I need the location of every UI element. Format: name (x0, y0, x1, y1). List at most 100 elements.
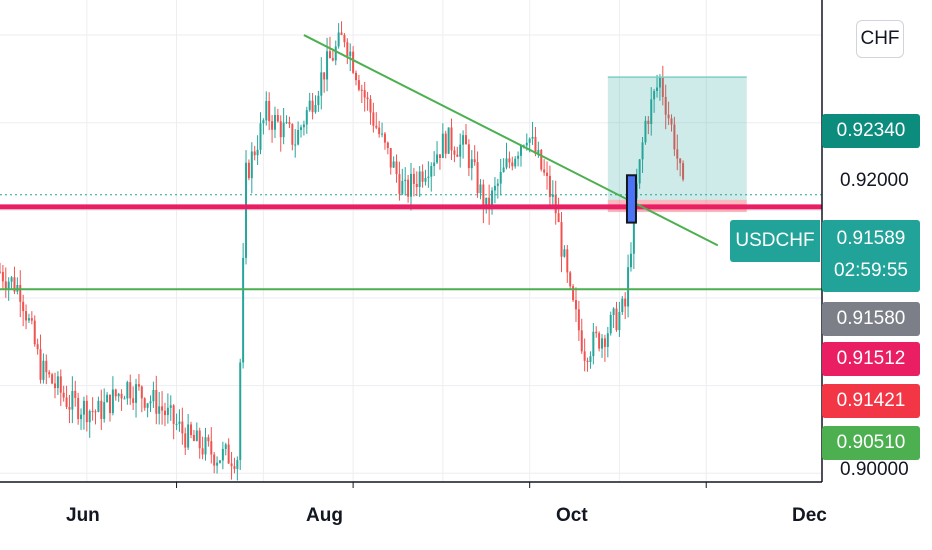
candle-body (198, 430, 201, 449)
x-tick-label: Jun (66, 505, 100, 526)
price-label-grey: 0.91580 (822, 302, 920, 336)
candle-body (537, 150, 540, 154)
candle-body (511, 162, 514, 167)
x-tick-label: Oct (556, 505, 588, 526)
candle-body (441, 133, 444, 159)
candle-body (68, 407, 71, 410)
candle-body (404, 179, 407, 181)
candle-body (609, 315, 612, 334)
candle-body (456, 154, 459, 157)
candle-body (94, 411, 97, 413)
candle-body (601, 338, 604, 349)
candle-body (493, 185, 496, 191)
candle-body (294, 144, 297, 146)
trend-line (303, 34, 719, 247)
candle-body (682, 163, 685, 180)
candle-body (253, 151, 256, 156)
candle-body (276, 114, 279, 122)
candle-body (543, 169, 546, 173)
candle-body (271, 121, 274, 130)
candle-body (56, 376, 59, 389)
candle-body (161, 406, 164, 411)
candle-body (30, 318, 33, 321)
candle-body (140, 386, 143, 399)
candle-body (1, 271, 4, 282)
candle-body (192, 434, 195, 441)
currency-badge[interactable]: CHF (856, 20, 904, 58)
candle-body (256, 149, 259, 156)
candle-body (670, 118, 673, 125)
candle-body (566, 249, 569, 273)
candle-body (201, 448, 204, 455)
candle-body (100, 400, 103, 419)
candle-body (314, 105, 317, 113)
candle-body (366, 97, 369, 100)
candle-body (424, 177, 427, 182)
chart-grid (0, 0, 822, 482)
candle-body (4, 281, 7, 289)
candle-body (19, 285, 22, 302)
candle-body (438, 154, 441, 159)
candle-body (583, 351, 586, 361)
candle-body (227, 444, 230, 464)
candle-body (407, 179, 410, 197)
candle-body (383, 133, 386, 143)
candle-body (580, 330, 583, 352)
candle-body (169, 405, 172, 408)
candle-body (412, 173, 415, 184)
candle-body (184, 433, 187, 448)
candle-body (401, 180, 404, 194)
candle-body (172, 405, 175, 424)
candle-body (679, 158, 682, 164)
candle-body (421, 171, 424, 182)
candle-body (143, 398, 146, 408)
candle-body (207, 437, 210, 442)
price-label-green: 0.90510 (822, 426, 920, 460)
candle-body (36, 344, 39, 350)
candle-body (300, 127, 303, 131)
candle-body (308, 100, 311, 111)
candle-body (658, 77, 661, 88)
candle-body (108, 394, 111, 414)
candle-body (120, 393, 123, 399)
candle-body (491, 190, 494, 210)
candle-body (629, 253, 632, 268)
candle-body (106, 394, 109, 403)
candle-body (74, 390, 77, 398)
candle-body (488, 197, 491, 210)
candle-body (65, 397, 68, 408)
candle-body (111, 389, 114, 414)
candle-body (505, 158, 508, 168)
candle-body (250, 151, 253, 179)
candle-body (149, 401, 152, 404)
candle-body (627, 267, 630, 307)
candle-body (386, 142, 389, 149)
candle-body (470, 159, 473, 169)
candle-series (0, 21, 685, 481)
symbol-badge[interactable]: USDCHF (730, 220, 820, 262)
candle-body (653, 91, 656, 100)
candle-body (236, 460, 239, 469)
last-price-label: 0.91589 02:59:55 (822, 220, 920, 292)
candle-body (656, 87, 659, 92)
candle-body (551, 194, 554, 197)
candle-body (427, 176, 430, 178)
candle-body (528, 138, 531, 143)
candle-body (517, 155, 520, 159)
candle-body (598, 333, 601, 349)
candle-body (129, 382, 132, 399)
candle-body (282, 122, 285, 138)
candle-body (320, 72, 323, 96)
candle-body (245, 162, 248, 258)
candle-body (482, 184, 485, 209)
candle-body (632, 198, 635, 254)
candle-body (641, 142, 644, 160)
candle-body (204, 437, 207, 455)
candle-body (430, 166, 433, 177)
candle-body (352, 51, 355, 73)
candle-body (53, 383, 56, 389)
candle-body (328, 51, 331, 59)
candle-body (7, 281, 10, 289)
candle-body (91, 410, 94, 412)
